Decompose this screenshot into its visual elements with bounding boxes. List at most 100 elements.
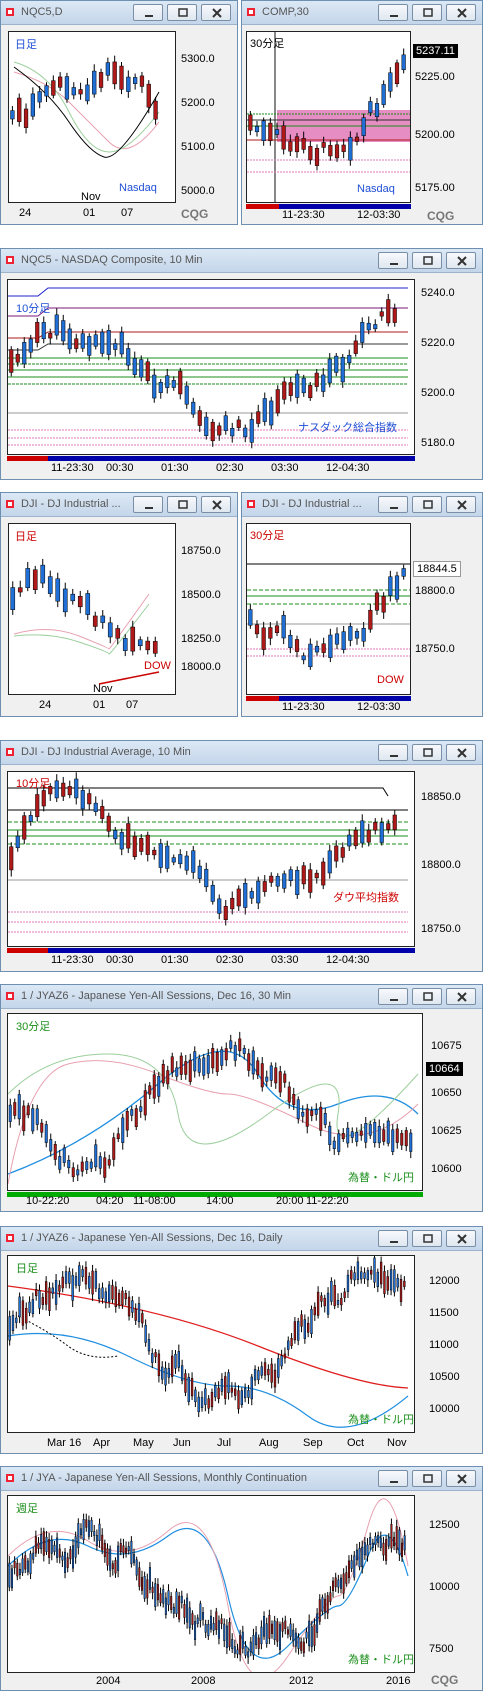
chart-plot-area[interactable]: 週足 為替・ドル円 bbox=[7, 1495, 415, 1673]
candle-body bbox=[401, 568, 406, 577]
title-bar[interactable]: DJI - DJ Industrial Average, 10 Min bbox=[1, 741, 482, 765]
candle-body bbox=[321, 374, 326, 392]
chart-window-jpy-monthly[interactable]: 1 / JYA - Japanese Yen-All Sessions, Mon… bbox=[0, 1466, 483, 1691]
candle-body bbox=[297, 1637, 300, 1649]
candle-body bbox=[393, 1536, 396, 1547]
candle-body bbox=[26, 1560, 29, 1573]
close-button[interactable] bbox=[446, 1230, 476, 1247]
minimize-button[interactable] bbox=[378, 988, 408, 1005]
x-tick: 14:00 bbox=[206, 1195, 234, 1207]
maximize-button[interactable] bbox=[412, 4, 442, 21]
candle-body bbox=[313, 1624, 316, 1646]
candle-body bbox=[157, 1353, 161, 1377]
chart-plot-area[interactable]: 10分足 ダウ平均指数 bbox=[7, 771, 415, 947]
close-button[interactable] bbox=[446, 744, 476, 761]
minimize-button[interactable] bbox=[378, 1470, 408, 1487]
candle-body bbox=[210, 421, 215, 442]
minimize-button[interactable] bbox=[378, 4, 408, 21]
y-tick: 10000 bbox=[429, 1581, 460, 1593]
close-button[interactable] bbox=[446, 1470, 476, 1487]
candle-body bbox=[61, 320, 66, 342]
chart-window-nasdaq-10min[interactable]: NQC5 - NASDAQ Composite, 10 Min 10分足 ナスダ… bbox=[0, 248, 483, 480]
candle-body bbox=[265, 1076, 269, 1082]
title-bar[interactable]: 1 / JYA - Japanese Yen-All Sessions, Mon… bbox=[1, 1467, 482, 1491]
close-button[interactable] bbox=[446, 988, 476, 1005]
candle-body bbox=[236, 1649, 239, 1655]
candle-body bbox=[217, 898, 222, 914]
close-button[interactable] bbox=[446, 496, 476, 513]
instrument-label: ナスダック総合指数 bbox=[298, 422, 397, 434]
candle-body bbox=[237, 1390, 240, 1410]
maximize-button[interactable] bbox=[167, 496, 197, 513]
minimize-button[interactable] bbox=[378, 252, 408, 269]
title-bar[interactable]: DJI - DJ Industrial ... bbox=[1, 493, 237, 517]
maximize-button[interactable] bbox=[412, 1230, 442, 1247]
candle-body bbox=[161, 1064, 165, 1084]
chart-window-jpy-30min[interactable]: 1 / JYAZ6 - Japanese Yen-All Sessions, D… bbox=[0, 984, 483, 1212]
candle-body bbox=[80, 790, 85, 810]
title-bar[interactable]: 1 / JYAZ6 - Japanese Yen-All Sessions, D… bbox=[1, 985, 482, 1009]
chart-plot-area[interactable]: 30分足 Nasdaq bbox=[246, 31, 411, 203]
minimize-button[interactable] bbox=[378, 744, 408, 761]
chart-plot-area[interactable]: 10分足 ナスダック総合指数 bbox=[7, 279, 415, 455]
candle-body bbox=[40, 1534, 43, 1550]
maximize-button[interactable] bbox=[412, 1470, 442, 1487]
candle-body bbox=[353, 340, 358, 354]
close-button[interactable] bbox=[446, 4, 476, 21]
candle-body bbox=[223, 906, 228, 921]
candle-body bbox=[281, 615, 286, 639]
chart-plot-area[interactable]: 日足 DOW bbox=[8, 523, 176, 695]
candle-body bbox=[171, 1355, 174, 1377]
candle-body bbox=[364, 1123, 368, 1143]
minimize-button[interactable] bbox=[378, 1230, 408, 1247]
minimize-button[interactable] bbox=[133, 496, 163, 513]
title-bar[interactable]: DJI - DJ Industrial ... bbox=[242, 493, 482, 517]
chart-window-dji-30min[interactable]: DJI - DJ Industrial ... 30分足 DOW 18844.5… bbox=[241, 492, 483, 717]
candle-body bbox=[207, 1624, 210, 1637]
candle-body bbox=[361, 1546, 364, 1568]
chart-plot-area[interactable]: 30分足 DOW bbox=[246, 523, 411, 695]
minimize-button[interactable] bbox=[133, 4, 163, 21]
candle-body bbox=[88, 1276, 91, 1289]
instrument-label: 為替・ドル円 bbox=[348, 1654, 414, 1666]
x-tick: May bbox=[133, 1437, 154, 1449]
minimize-button[interactable] bbox=[378, 496, 408, 513]
y-tick: 10500 bbox=[429, 1371, 460, 1383]
title-bar[interactable]: NQC5,D bbox=[1, 1, 237, 25]
chart-plot-area[interactable]: 30分足 為替・ドル円 bbox=[7, 1013, 423, 1191]
candle-body bbox=[236, 419, 241, 428]
chart-window-jpy-daily[interactable]: 1 / JYAZ6 - Japanese Yen-All Sessions, D… bbox=[0, 1226, 483, 1454]
chart-window-comp-30min[interactable]: COMP,30 30分足 Nasdaq 5237.11 5225.00 5200… bbox=[241, 0, 483, 225]
candle-body bbox=[395, 1128, 399, 1143]
candle-body bbox=[210, 1391, 214, 1408]
candle-body bbox=[223, 1623, 226, 1641]
close-button[interactable] bbox=[201, 4, 231, 21]
chart-plot-area[interactable]: 日足 Nasdaq bbox=[8, 31, 176, 203]
chart-window-dji-daily[interactable]: DJI - DJ Industrial ... 日足 DOW 18750.0 1… bbox=[0, 492, 238, 717]
title-bar[interactable]: 1 / JYAZ6 - Japanese Yen-All Sessions, D… bbox=[1, 1227, 482, 1251]
close-button[interactable] bbox=[201, 496, 231, 513]
candle-body bbox=[121, 1290, 124, 1305]
x-tick: 11-23:30 bbox=[51, 462, 94, 474]
close-icon bbox=[212, 8, 222, 18]
chart-plot-area[interactable]: 日足 為替・ドル円 bbox=[7, 1255, 415, 1433]
maximize-button[interactable] bbox=[412, 496, 442, 513]
candle-body bbox=[47, 576, 53, 594]
maximize-button[interactable] bbox=[412, 744, 442, 761]
chart-window-dji-10min[interactable]: DJI - DJ Industrial Average, 10 Min 10分足… bbox=[0, 740, 483, 972]
chart-window-nqc5-daily[interactable]: NQC5,D 日足 Nasdaq 5300.0 5200.0 5100.0 50… bbox=[0, 0, 238, 225]
title-bar[interactable]: COMP,30 bbox=[242, 1, 482, 25]
candle-body bbox=[50, 1539, 53, 1554]
title-bar[interactable]: NQC5 - NASDAQ Composite, 10 Min bbox=[1, 249, 482, 273]
close-button[interactable] bbox=[446, 252, 476, 269]
maximize-button[interactable] bbox=[167, 4, 197, 21]
candle-body bbox=[294, 1632, 297, 1647]
candle-body bbox=[366, 322, 371, 331]
candle-body bbox=[270, 1363, 273, 1383]
candle-body bbox=[353, 1272, 356, 1281]
candle-body bbox=[305, 1631, 308, 1639]
x-tick: 00:30 bbox=[106, 462, 134, 474]
candle-body bbox=[401, 54, 406, 71]
maximize-button[interactable] bbox=[412, 252, 442, 269]
maximize-button[interactable] bbox=[412, 988, 442, 1005]
